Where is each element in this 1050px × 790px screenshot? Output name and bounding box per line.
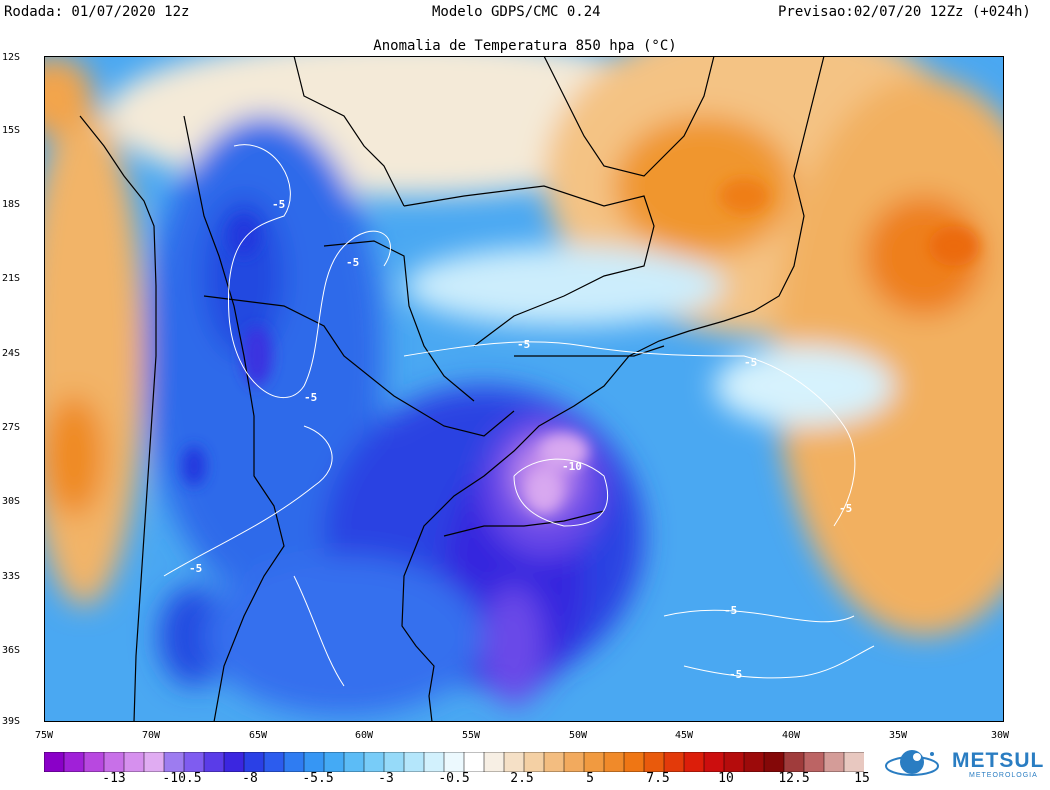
colorbar-swatch [483, 752, 505, 772]
colorbar-swatch [803, 752, 825, 772]
contour-label: -5 [304, 391, 317, 404]
colorbar-swatch [563, 752, 585, 772]
map-title: Anomalia de Temperatura 850 hpa (°C) [373, 38, 677, 54]
lat-label: 39S [2, 716, 21, 727]
contour-lines [163, 144, 875, 687]
colorbar-tick-label: 12.5 [778, 771, 810, 786]
lon-label: 40W [781, 730, 801, 741]
lat-label: 36S [2, 645, 21, 656]
lon-label: 45W [674, 730, 694, 741]
lat-label: 18S [2, 199, 21, 210]
colorbar-swatch [163, 752, 185, 772]
colorbar-swatch [783, 752, 805, 772]
contour-label: -5 [839, 502, 852, 515]
contour-label: -5 [744, 356, 757, 369]
colorbar-swatch [823, 752, 845, 772]
colorbar-swatch [123, 752, 145, 772]
colorbar-swatch [743, 752, 765, 772]
contour-label: -10 [562, 460, 582, 473]
colorbar-swatch [403, 752, 425, 772]
colorbar [44, 752, 864, 772]
lon-label: 70W [141, 730, 161, 741]
colorbar-tick-label: -5.5 [302, 771, 334, 786]
contour-label: -5 [517, 338, 530, 351]
colorbar-tick-label: 10 [718, 771, 734, 786]
lat-label: 12S [2, 52, 21, 63]
colorbar-swatch [83, 752, 105, 772]
logo-name: METSUL [952, 749, 1045, 772]
lat-label: 21S [2, 273, 21, 284]
contour-label: -5 [729, 668, 742, 681]
lat-label: 33S [2, 571, 21, 582]
colorbar-swatch [383, 752, 405, 772]
colorbar-swatch [44, 752, 65, 772]
colorbar-tick-label: -0.5 [438, 771, 470, 786]
colorbar-tick-label: 5 [586, 771, 594, 786]
metsul-logo [885, 750, 939, 776]
colorbar-swatch [243, 752, 265, 772]
contour-label: -5 [346, 256, 359, 269]
colorbar-swatch [663, 752, 685, 772]
colorbar-swatch [283, 752, 305, 772]
colorbar-swatch [223, 752, 245, 772]
map-frame [44, 56, 1004, 722]
colorbar-tick-label: -8 [242, 771, 258, 786]
colorbar-swatch [203, 752, 225, 772]
colorbar-swatch [263, 752, 285, 772]
colorbar-swatch [703, 752, 725, 772]
lat-label: 15S [2, 125, 21, 136]
model-label: Modelo GDPS/CMC 0.24 [432, 4, 601, 20]
colorbar-tick-label: 7.5 [646, 771, 670, 786]
colorbar-swatch [423, 752, 445, 772]
lon-label: 65W [248, 730, 268, 741]
logo-sub: METEOROLOGIA [969, 772, 1038, 779]
colorbar-tick-label: 2.5 [510, 771, 534, 786]
colorbar-swatch [143, 752, 165, 772]
contour-label-group: -5 -5 -5 -5 -5 -10 -5 -5 -5 -5 [189, 198, 852, 681]
colorbar-swatch [723, 752, 745, 772]
colorbar-tick-label: -3 [378, 771, 394, 786]
colorbar-swatch [303, 752, 325, 772]
colorbar-swatch [443, 752, 465, 772]
colorbar-swatch [63, 752, 85, 772]
colorbar-swatch [583, 752, 605, 772]
colorbar-swatch [603, 752, 625, 772]
colorbar-swatch [503, 752, 525, 772]
colorbar-swatch [683, 752, 705, 772]
colorbar-swatch [543, 752, 565, 772]
lon-label: 55W [461, 730, 481, 741]
colorbar-tick-label: -10.5 [162, 771, 202, 786]
lat-label: 30S [2, 496, 21, 507]
lat-label: 27S [2, 422, 21, 433]
run-label: Rodada: 01/07/2020 12z [4, 4, 190, 20]
lon-label: 35W [888, 730, 908, 741]
anomaly-field [44, 56, 1004, 716]
colorbar-swatch [363, 752, 385, 772]
lat-label: 24S [2, 348, 21, 359]
colorbar-swatch [843, 752, 864, 772]
forecast-label: Previsao:02/07/20 12Zz (+024h) [778, 4, 1031, 20]
colorbar-swatch [463, 752, 485, 772]
contour-label: -5 [189, 562, 202, 575]
colorbar-tick-label: 15 [854, 771, 870, 786]
colorbar-swatch [523, 752, 545, 772]
colorbar-swatch [623, 752, 645, 772]
colorbar-swatch [763, 752, 785, 772]
anomaly-map: -5 -5 -5 -5 -5 -10 -5 -5 -5 -5 [44, 56, 1004, 722]
lon-label: 50W [568, 730, 588, 741]
anomaly-detail [182, 178, 979, 513]
colorbar-swatch [323, 752, 345, 772]
colorbar-swatch [343, 752, 365, 772]
coastline [79, 56, 825, 722]
colorbar-tick-label: -13 [102, 771, 126, 786]
colorbar-swatch [643, 752, 665, 772]
colorbar-swatch [103, 752, 125, 772]
colorbar-swatch [183, 752, 205, 772]
contour-label: -5 [724, 604, 737, 617]
lon-label: 30W [990, 730, 1010, 741]
contour-label: -5 [272, 198, 285, 211]
lon-label: 75W [34, 730, 54, 741]
lon-label: 60W [354, 730, 374, 741]
